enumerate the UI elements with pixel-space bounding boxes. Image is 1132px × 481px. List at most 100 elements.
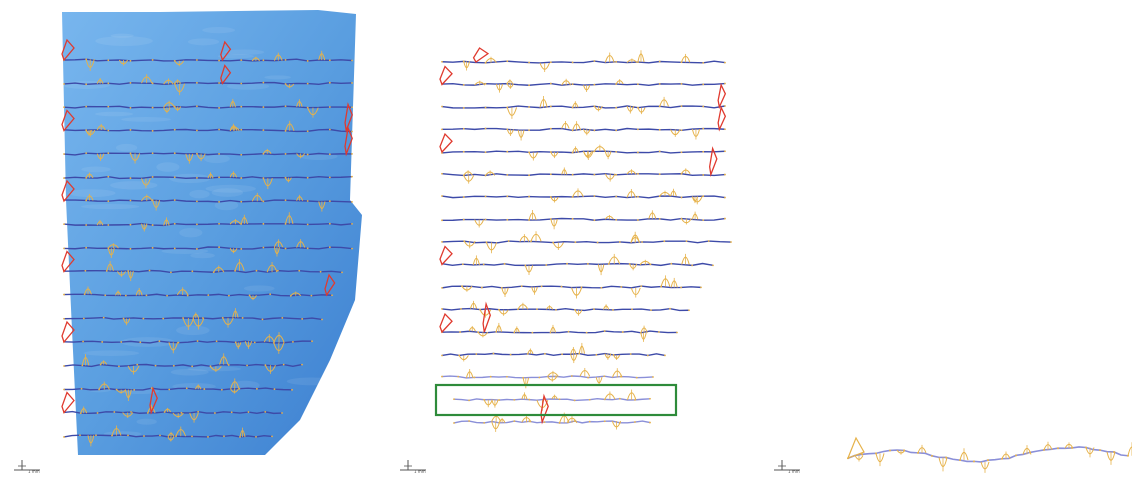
profile-dot <box>571 217 574 220</box>
profile-dot <box>351 153 353 155</box>
profile-dot <box>528 398 531 401</box>
profile-dot <box>615 60 618 63</box>
profile-dot <box>680 196 683 199</box>
profile-dot <box>319 270 322 273</box>
profile-dot <box>484 218 487 221</box>
profile-dot <box>196 129 198 132</box>
glyph-small <box>846 436 865 460</box>
profile-dot <box>214 412 216 414</box>
profile-dot <box>680 82 683 85</box>
profile-dot <box>172 364 175 367</box>
glyph-large <box>61 109 75 132</box>
profile-dot <box>306 247 309 250</box>
profile-dot <box>1029 451 1031 454</box>
profile-dot <box>567 330 570 333</box>
profile-dot <box>269 293 272 296</box>
profile-dot <box>987 459 989 462</box>
profile-dot <box>328 106 331 108</box>
profile-dot <box>441 172 443 175</box>
profile-dot <box>306 153 309 156</box>
profile-dot <box>492 352 495 355</box>
profile-dot <box>262 246 265 249</box>
glyph-large <box>61 38 75 62</box>
profile-dot <box>262 106 265 109</box>
profile-dot <box>166 294 168 297</box>
profile-line <box>63 105 353 109</box>
profile-dot <box>549 173 552 176</box>
profile-dot <box>306 130 309 133</box>
profile-dot <box>85 105 88 108</box>
profile-dot <box>973 460 975 463</box>
profile-dot <box>634 421 636 423</box>
profile-dot <box>637 219 639 221</box>
single-profile-svg: 1 mm <box>774 436 1132 474</box>
profile-dot <box>328 200 331 203</box>
surface-texture <box>211 188 244 197</box>
profile-dot <box>107 129 110 132</box>
profile-dot <box>457 375 460 378</box>
profile-dot <box>702 150 705 153</box>
scale-bar-label: 1 mm <box>788 469 800 474</box>
profile-dot <box>620 286 623 288</box>
profile-dot <box>549 61 552 64</box>
profile-dot <box>593 173 596 176</box>
profile-dot <box>148 269 151 272</box>
surface-texture <box>81 166 111 173</box>
profile-dot <box>240 105 243 108</box>
profile-dot <box>669 307 671 310</box>
surface-texture <box>205 184 256 193</box>
profile-dot <box>63 317 65 320</box>
profile-dot <box>658 60 661 63</box>
profile-dot <box>593 219 596 222</box>
profile-dot <box>506 218 509 221</box>
profile-dot <box>615 195 618 198</box>
profile-dot <box>351 59 353 62</box>
profile-dot <box>107 152 110 155</box>
profile-dot <box>453 422 455 424</box>
profile-dot <box>453 398 455 401</box>
profile-dot <box>484 127 487 130</box>
profile-dot <box>158 340 161 343</box>
profile-dot <box>544 352 546 355</box>
profile-dot <box>619 375 622 378</box>
profile-dot <box>903 449 905 452</box>
profile-dot <box>328 128 331 131</box>
profile-dot <box>615 150 618 153</box>
profile-dot <box>612 309 614 311</box>
profile-dot <box>441 241 443 243</box>
profile-dot <box>104 294 107 297</box>
profile-dot <box>724 128 726 131</box>
profile-dot <box>328 81 331 84</box>
profile-dot <box>498 399 501 401</box>
profile-dot <box>540 285 543 288</box>
profile-dot <box>593 83 596 86</box>
profile-dot <box>63 153 65 155</box>
profile-dot <box>603 375 606 378</box>
profile-dot <box>1099 449 1101 452</box>
profile-dot <box>247 411 250 413</box>
profile-dot <box>506 173 509 176</box>
surface-overlay-svg: 1 mm <box>14 10 362 474</box>
surface-texture <box>286 377 337 386</box>
profile-line <box>441 217 726 222</box>
profile-dot <box>127 434 129 437</box>
profile-dot <box>520 285 523 288</box>
profile-dot <box>240 153 243 156</box>
surface-texture <box>203 154 230 164</box>
profile-dot <box>631 308 633 311</box>
profile-dot <box>506 150 509 153</box>
profile-dot <box>191 435 193 438</box>
profile-dot <box>646 354 649 357</box>
profile-dot <box>284 199 287 202</box>
profile-dot <box>154 364 157 367</box>
profile-dot <box>351 175 353 178</box>
profile-dot <box>658 173 661 176</box>
profile-dot <box>63 247 65 250</box>
profile-dot <box>629 353 632 355</box>
surface-texture <box>121 117 171 122</box>
profile-dot <box>649 421 651 424</box>
scale-bar-label: 1 mm <box>28 469 40 474</box>
profile-dot <box>80 387 83 390</box>
profile-dot <box>102 316 105 319</box>
profile-dot <box>151 176 154 178</box>
